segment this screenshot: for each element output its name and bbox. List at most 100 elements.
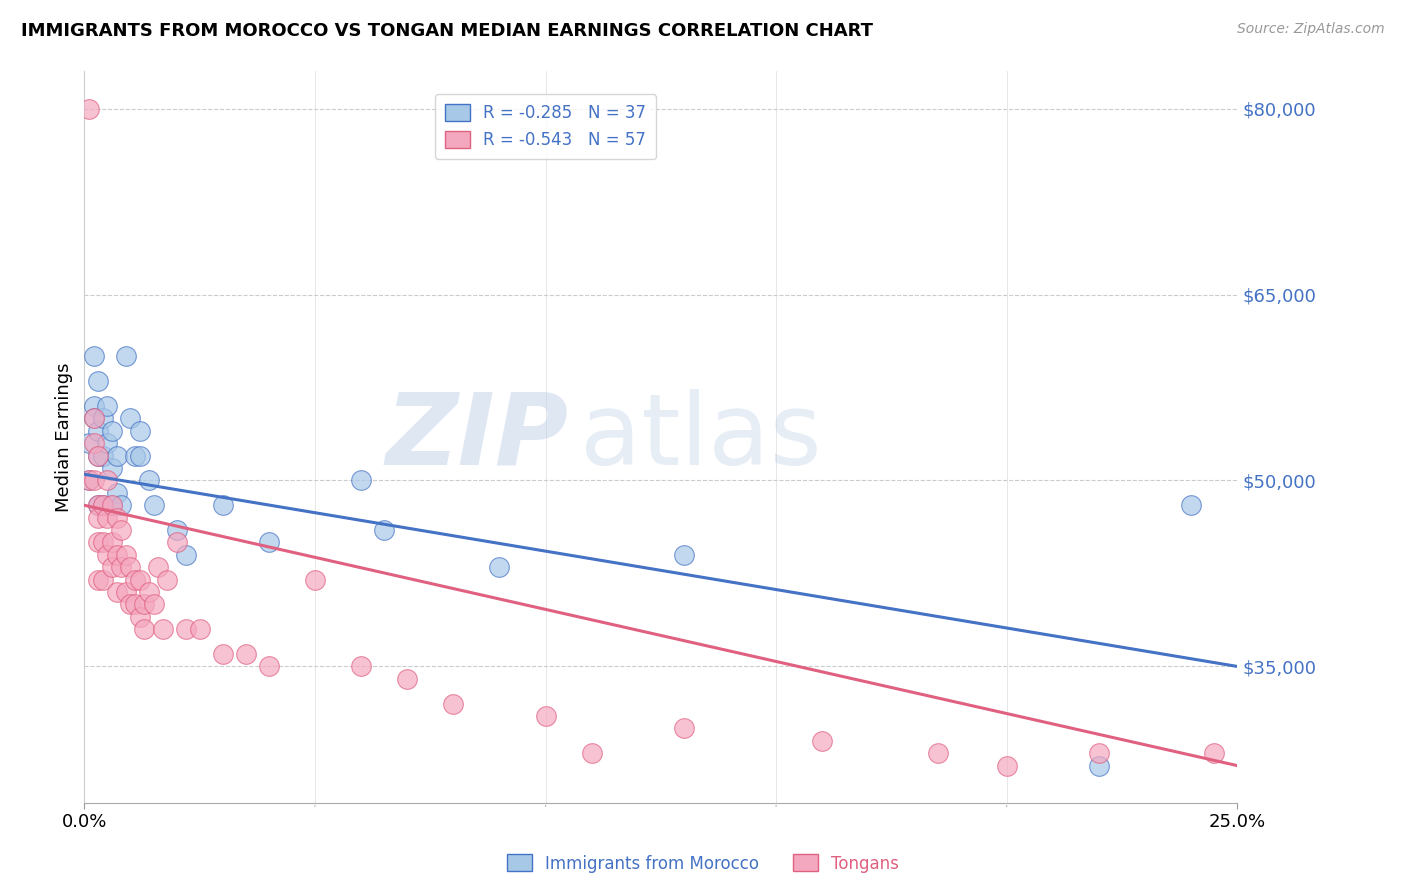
Point bbox=[91, 498, 114, 512]
Point bbox=[124, 449, 146, 463]
Point bbox=[87, 498, 110, 512]
Point bbox=[77, 436, 100, 450]
Point bbox=[77, 474, 100, 488]
Point bbox=[83, 474, 105, 488]
Text: ZIP: ZIP bbox=[385, 389, 568, 485]
Point bbox=[142, 598, 165, 612]
Point bbox=[581, 746, 603, 760]
Y-axis label: Median Earnings: Median Earnings bbox=[55, 362, 73, 512]
Point bbox=[1088, 758, 1111, 772]
Point bbox=[96, 436, 118, 450]
Point bbox=[811, 734, 834, 748]
Point bbox=[211, 647, 233, 661]
Point bbox=[235, 647, 257, 661]
Point bbox=[83, 399, 105, 413]
Point bbox=[304, 573, 326, 587]
Point bbox=[166, 535, 188, 549]
Point bbox=[128, 449, 150, 463]
Point bbox=[350, 474, 373, 488]
Point bbox=[77, 474, 100, 488]
Text: atlas: atlas bbox=[581, 389, 821, 485]
Point bbox=[91, 498, 114, 512]
Point bbox=[101, 461, 124, 475]
Point bbox=[1180, 498, 1202, 512]
Point bbox=[166, 523, 188, 537]
Point bbox=[91, 535, 114, 549]
Point bbox=[534, 709, 557, 723]
Point bbox=[101, 560, 124, 574]
Point bbox=[146, 560, 169, 574]
Point bbox=[257, 659, 280, 673]
Point bbox=[96, 548, 118, 562]
Point bbox=[105, 510, 128, 524]
Point bbox=[110, 523, 132, 537]
Point bbox=[87, 510, 110, 524]
Point bbox=[128, 573, 150, 587]
Point bbox=[87, 535, 110, 549]
Point bbox=[128, 610, 150, 624]
Point bbox=[87, 449, 110, 463]
Point bbox=[174, 548, 197, 562]
Point bbox=[101, 498, 124, 512]
Point bbox=[115, 350, 138, 364]
Point bbox=[87, 449, 110, 463]
Point bbox=[91, 449, 114, 463]
Point bbox=[672, 548, 695, 562]
Point bbox=[441, 697, 464, 711]
Point bbox=[211, 498, 233, 512]
Point bbox=[87, 374, 110, 388]
Point bbox=[115, 585, 138, 599]
Point bbox=[115, 548, 138, 562]
Point bbox=[87, 424, 110, 438]
Point bbox=[120, 411, 142, 425]
Legend: Immigrants from Morocco, Tongans: Immigrants from Morocco, Tongans bbox=[501, 847, 905, 880]
Point bbox=[156, 573, 179, 587]
Point bbox=[152, 622, 174, 636]
Point bbox=[1088, 746, 1111, 760]
Point bbox=[188, 622, 211, 636]
Point bbox=[83, 411, 105, 425]
Point bbox=[101, 424, 124, 438]
Legend: R = -0.285   N = 37, R = -0.543   N = 57: R = -0.285 N = 37, R = -0.543 N = 57 bbox=[434, 95, 657, 159]
Point bbox=[105, 449, 128, 463]
Point bbox=[138, 585, 160, 599]
Point bbox=[87, 573, 110, 587]
Point bbox=[120, 560, 142, 574]
Text: IMMIGRANTS FROM MOROCCO VS TONGAN MEDIAN EARNINGS CORRELATION CHART: IMMIGRANTS FROM MOROCCO VS TONGAN MEDIAN… bbox=[21, 22, 873, 40]
Point bbox=[257, 535, 280, 549]
Point bbox=[105, 486, 128, 500]
Point bbox=[110, 498, 132, 512]
Point bbox=[110, 560, 132, 574]
Point bbox=[124, 598, 146, 612]
Point bbox=[105, 585, 128, 599]
Point bbox=[105, 548, 128, 562]
Point bbox=[83, 350, 105, 364]
Point bbox=[134, 598, 156, 612]
Point bbox=[1204, 746, 1226, 760]
Point bbox=[91, 573, 114, 587]
Point bbox=[83, 436, 105, 450]
Point bbox=[373, 523, 395, 537]
Point bbox=[350, 659, 373, 673]
Point bbox=[87, 498, 110, 512]
Point bbox=[96, 510, 118, 524]
Point bbox=[120, 598, 142, 612]
Text: Source: ZipAtlas.com: Source: ZipAtlas.com bbox=[1237, 22, 1385, 37]
Point bbox=[995, 758, 1018, 772]
Point bbox=[134, 622, 156, 636]
Point bbox=[396, 672, 419, 686]
Point bbox=[138, 474, 160, 488]
Point bbox=[128, 424, 150, 438]
Point bbox=[77, 102, 100, 116]
Point bbox=[83, 411, 105, 425]
Point bbox=[142, 498, 165, 512]
Point bbox=[124, 573, 146, 587]
Point bbox=[101, 498, 124, 512]
Point bbox=[101, 535, 124, 549]
Point bbox=[174, 622, 197, 636]
Point bbox=[488, 560, 510, 574]
Point bbox=[96, 474, 118, 488]
Point bbox=[672, 722, 695, 736]
Point bbox=[96, 399, 118, 413]
Point bbox=[927, 746, 949, 760]
